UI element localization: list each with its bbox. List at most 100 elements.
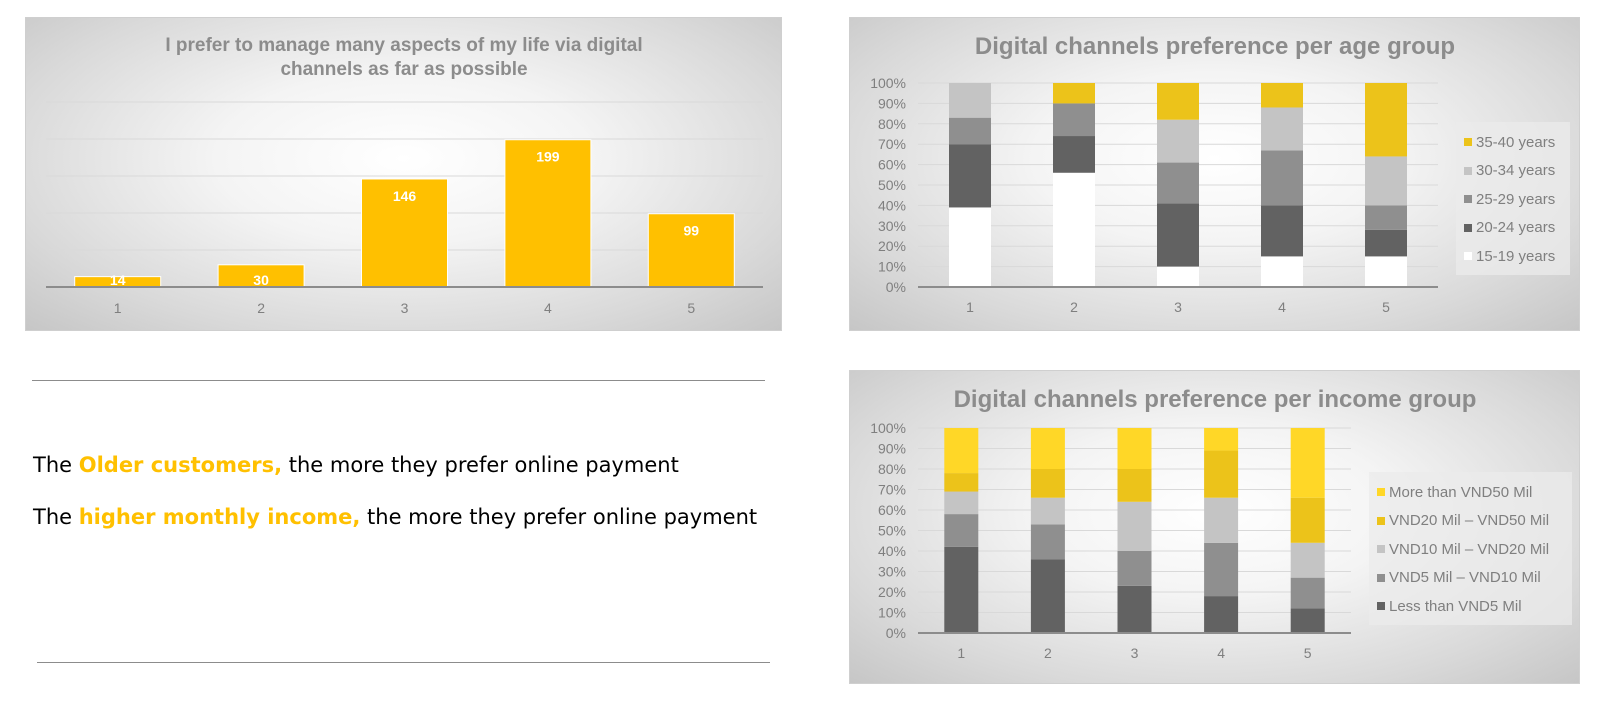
bar-chart-x-tick: 2 [257,300,265,316]
income-chart-x-tick: 1 [957,645,965,661]
bar-chart-x-tick: 1 [114,300,122,316]
bar-chart-data-label: 14 [110,272,126,288]
statement-age-highlight: Older customers, [78,453,283,477]
age-legend-item: 35-40 years [1464,128,1564,157]
age-chart-x-tick: 3 [1174,299,1182,315]
age-chart-segment [1157,83,1199,120]
bar-chart-title-line: channels as far as possible [280,59,527,80]
age-chart-y-tick: 100% [870,75,906,91]
bar-chart-bar [504,139,592,288]
age-chart-segment [1053,83,1095,104]
income-chart-segment [1117,551,1152,586]
income-chart-segment [1030,469,1065,498]
income-chart-segment [944,428,979,474]
income-legend-item: More than VND50 Mil [1377,478,1566,507]
income-chart-segment [1204,596,1239,633]
age-chart-x-tick: 4 [1278,299,1286,315]
income-chart-segment [944,491,979,515]
age-legend-label: 15-19 years [1476,247,1556,265]
income-chart-y-tick: 10% [878,605,906,621]
income-chart-segment [1290,577,1325,609]
age-chart-x-tick: 2 [1070,299,1078,315]
income-chart-y-tick: 90% [878,441,906,457]
age-legend-label: 20-24 years [1476,219,1556,237]
income-chart-y-tick: 0% [886,625,906,641]
age-chart-y-tick: 20% [878,238,906,254]
age-chart-segment [949,144,991,208]
age-chart-segment [1157,162,1199,204]
age-legend-label: 30-34 years [1476,162,1556,180]
bar-chart-title-line: I prefer to manage many aspects of my li… [165,35,642,56]
income-chart-y-tick: 20% [878,584,906,600]
bar-chart-x-tick: 5 [687,300,695,316]
bar-chart-x-tick: 4 [544,300,552,316]
income-chart-segment [1030,497,1065,525]
income-chart-y-tick: 80% [878,461,906,477]
age-chart-x-tick: 1 [966,299,974,315]
bar-chart-bar [647,213,735,288]
age-chart-segment [1053,172,1095,287]
age-chart-y-tick: 50% [878,177,906,193]
statement-income: The higher monthly income, the more they… [33,502,769,532]
age-chart-segment [949,207,991,287]
chart-preference-bar: I prefer to manage many aspects of my li… [25,17,782,331]
income-chart-y-tick: 30% [878,564,906,580]
bar-chart-data-label: 199 [536,149,560,165]
statement-income-highlight: higher monthly income, [78,505,361,529]
income-chart-segment [944,473,979,492]
age-chart-segment [1365,156,1407,206]
age-chart-y-tick: 90% [878,95,906,111]
age-chart-segment [1365,205,1407,230]
income-legend-swatch [1377,573,1385,582]
income-chart-y-tick: 100% [870,420,906,436]
income-chart-x-tick: 3 [1131,645,1139,661]
age-chart-segment [1365,256,1407,287]
age-chart-y-tick: 0% [886,279,906,295]
age-chart-y-tick: 30% [878,218,906,234]
age-legend-item: 30-34 years [1464,157,1564,186]
income-chart-segment [1117,469,1152,502]
statement-income-prefix: The [33,505,79,529]
divider-top [32,380,765,381]
age-chart-y-tick: 70% [878,136,906,152]
age-chart-segment [949,117,991,145]
bar-chart-x-tick: 3 [401,300,409,316]
income-chart-segment [1030,559,1065,633]
income-chart-segment [1290,542,1325,578]
age-chart-segment [1365,83,1407,157]
age-chart-segment [1261,107,1303,151]
age-legend-swatch [1464,138,1472,147]
age-chart-segment [1261,205,1303,257]
bar-chart-data-label: 30 [253,272,269,288]
income-legend-item: VND10 Mil – VND20 Mil [1377,535,1566,564]
age-chart-title: Digital channels preference per age grou… [975,33,1455,60]
income-chart-y-tick: 60% [878,502,906,518]
age-legend-label: 35-40 years [1476,133,1556,151]
age-legend: 35-40 years 30-34 years 25-29 years 20-24 y… [1456,122,1570,275]
age-chart-y-tick: 40% [878,197,906,213]
chart-age-group: Digital channels preference per age grou… [849,17,1580,331]
income-legend-label: VND5 Mil – VND10 Mil [1389,569,1541,587]
age-chart-segment [1261,256,1303,287]
income-chart-x-tick: 2 [1044,645,1052,661]
age-chart-segment [1157,119,1199,163]
age-chart-segment [1053,136,1095,173]
income-chart-segment [1117,585,1152,633]
bar-chart-data-label: 99 [684,223,700,239]
statement-income-suffix: the more they prefer online payment [360,505,758,529]
income-legend-label: More than VND50 Mil [1389,483,1533,501]
statement-age-suffix: the more they prefer online payment [282,453,679,477]
age-chart-segment [949,83,991,118]
income-legend-item: VND5 Mil – VND10 Mil [1377,564,1566,593]
income-chart-segment [1204,542,1239,597]
income-legend-swatch [1377,545,1385,554]
age-chart-y-tick: 80% [878,116,906,132]
income-chart-segment [1204,428,1239,451]
income-chart-segment [1290,608,1325,633]
age-legend-swatch [1464,166,1472,175]
income-legend-item: Less than VND5 Mil [1377,592,1566,621]
age-legend-item: 25-29 years [1464,185,1564,214]
age-chart-x-tick: 5 [1382,299,1390,315]
age-chart-y-tick: 10% [878,259,906,275]
bar-chart-data-label: 146 [393,188,417,204]
